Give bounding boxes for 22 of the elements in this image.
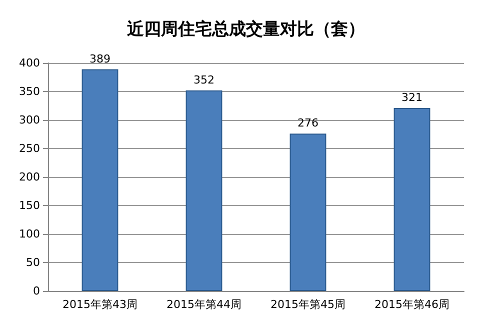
y-tick-label: 200 xyxy=(19,170,40,184)
data-label: 389 xyxy=(90,52,110,66)
x-tick-label: 2015年第44周 xyxy=(166,298,242,311)
data-label: 352 xyxy=(194,73,214,86)
bar xyxy=(394,108,430,291)
y-tick-label: 250 xyxy=(19,142,40,155)
y-tick-label: 0 xyxy=(33,284,40,298)
y-tick-label: 300 xyxy=(19,114,40,126)
y-tick-label: 150 xyxy=(19,199,40,212)
x-tick-label: 2015年第43周 xyxy=(62,298,138,311)
chart-title: 近四周住宅总成交量对比（套） xyxy=(126,20,365,40)
y-tick-label: 50 xyxy=(26,256,40,269)
bar xyxy=(82,69,118,291)
y-tick-label: 400 xyxy=(19,56,40,70)
bar xyxy=(290,134,326,291)
data-label: 276 xyxy=(298,116,318,130)
bar xyxy=(186,90,222,291)
data-label: 321 xyxy=(402,91,422,104)
y-tick-label: 350 xyxy=(19,85,40,98)
x-tick-label: 2015年第46周 xyxy=(374,298,450,311)
y-tick-label: 100 xyxy=(19,228,40,240)
x-tick-label: 2015年第45周 xyxy=(270,298,346,311)
